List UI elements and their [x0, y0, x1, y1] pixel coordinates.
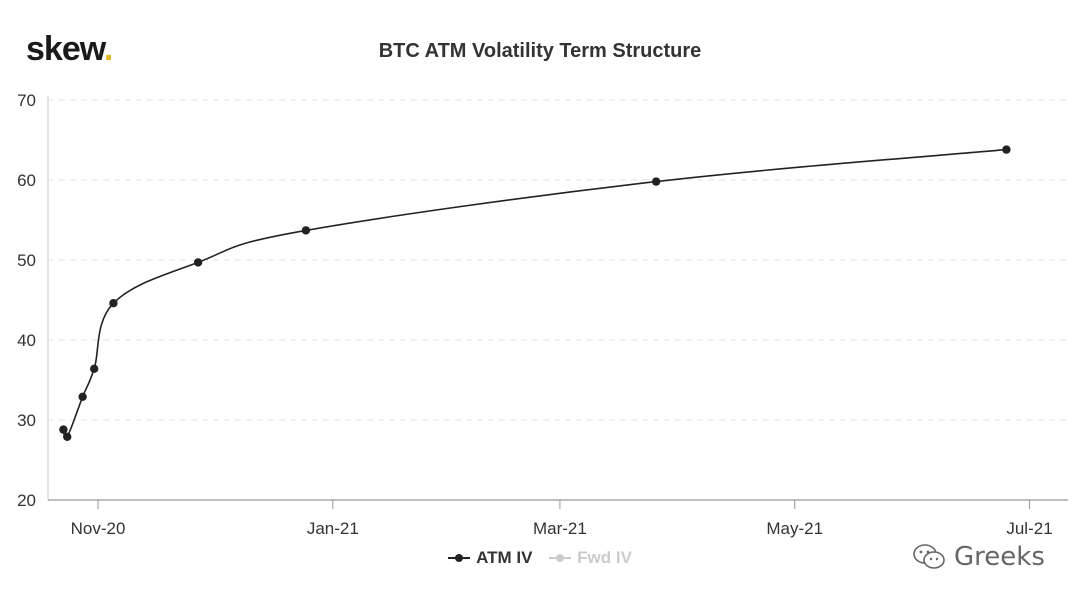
- logo-text: skew: [26, 30, 105, 68]
- legend-item-atm-iv[interactable]: ATM IV: [448, 548, 532, 568]
- logo-dot: .: [103, 30, 114, 68]
- legend: ATM IV Fwd IV: [0, 548, 1080, 568]
- data-point-atm-iv-0[interactable]: [59, 425, 68, 434]
- wechat-icon: [913, 544, 945, 569]
- data-point-atm-iv-3[interactable]: [89, 364, 99, 373]
- axes: 20 30 40 50 60 70 Nov-20 Jan-21 Mar-21 May-21 Jul-…: [17, 91, 1068, 538]
- x-tick-label-Nov-20: Nov-20: [71, 519, 126, 538]
- data-point-atm-iv-6[interactable]: [301, 226, 311, 235]
- legend-item-fwd-iv[interactable]: Fwd IV: [549, 548, 632, 568]
- legend-label-atm-iv: ATM IV: [476, 548, 533, 567]
- data-point-atm-iv-4[interactable]: [109, 299, 118, 308]
- x-tick-label-Mar-21: Mar-21: [533, 519, 587, 538]
- y-tick-label-50: 50: [17, 251, 36, 270]
- x-tick-label-May-21: May-21: [766, 519, 823, 538]
- watermark-text: Greeks: [954, 542, 1045, 572]
- legend-swatch-fwd-iv: [549, 553, 572, 563]
- x-tick-label-Jul-21: Jul-21: [1006, 519, 1052, 538]
- legend-swatch-atm-iv: [448, 553, 471, 563]
- x-tick-label-Jan-21: Jan-21: [307, 519, 359, 538]
- y-tick-label-40: 40: [17, 331, 36, 350]
- data-point-atm-iv-2[interactable]: [78, 392, 87, 401]
- skew-logo: skew.: [26, 30, 114, 69]
- chart-title: BTC ATM Volatility Term Structure: [378, 40, 702, 62]
- series-line-atm-iv: [62, 148, 1007, 440]
- data-point-atm-iv-5[interactable]: [193, 258, 203, 267]
- data-point-atm-iv-7[interactable]: [651, 177, 661, 186]
- y-tick-label-60: 60: [17, 171, 36, 190]
- watermark: Greeks: [912, 542, 1045, 572]
- y-tick-label-20: 20: [17, 491, 36, 510]
- data-point-atm-iv-1[interactable]: [63, 432, 72, 441]
- legend-label-fwd-iv: Fwd IV: [577, 548, 632, 567]
- data-point-atm-iv-8[interactable]: [1002, 145, 1011, 154]
- grid-lines: [48, 99, 1068, 421]
- series-layer: [59, 145, 1011, 441]
- y-tick-label-30: 30: [17, 411, 36, 430]
- y-tick-label-70: 70: [17, 91, 36, 110]
